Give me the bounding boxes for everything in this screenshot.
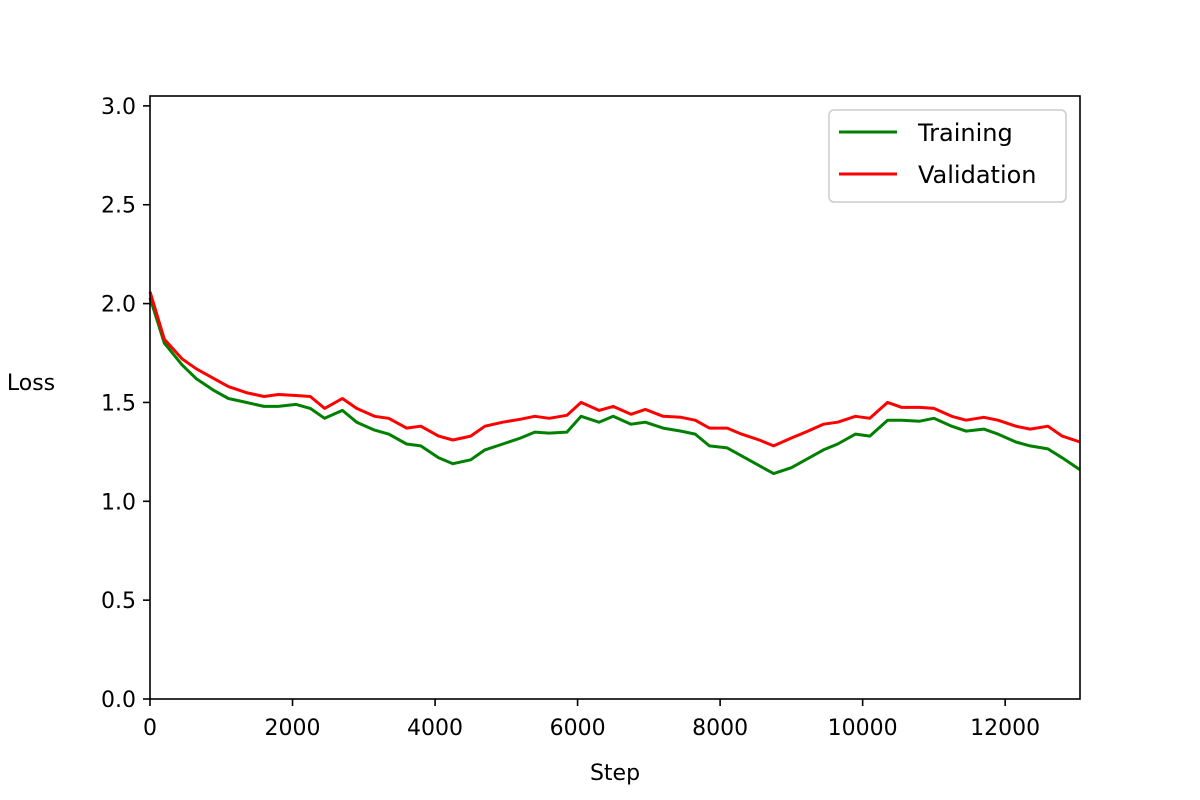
- x-axis-label: Step: [590, 761, 640, 786]
- x-tick-label: 6000: [550, 716, 606, 741]
- y-axis-label: Loss: [7, 371, 55, 396]
- y-tick-label: 2.5: [101, 194, 136, 219]
- series-line-validation: [148, 291, 1081, 448]
- x-tick-label: 10000: [828, 716, 898, 741]
- plot-frame: [149, 95, 1081, 700]
- y-tick-label: 1.5: [101, 391, 136, 416]
- legend: Training Validation: [828, 109, 1067, 203]
- y-tick-label: 0.5: [101, 589, 136, 614]
- y-tick-label: 2.0: [101, 293, 136, 318]
- x-tick-label: 12000: [970, 716, 1040, 741]
- y-tick-label: 1.0: [101, 490, 136, 515]
- x-tick-label: 2000: [265, 716, 321, 741]
- series-line-training: [148, 297, 1081, 476]
- legend-label-training: Training: [917, 119, 1013, 147]
- x-tick-label: 0: [143, 716, 157, 741]
- y-tick-label: 3.0: [101, 95, 136, 120]
- y-axis-ticks: 0.0 0.5 1.0 1.5 2.0 2.5 3.0: [101, 95, 150, 713]
- series-lines: [148, 291, 1081, 476]
- y-tick-label: 0.0: [101, 688, 136, 713]
- legend-label-validation: Validation: [918, 161, 1037, 189]
- x-tick-label: 4000: [407, 716, 463, 741]
- x-tick-label: 8000: [692, 716, 748, 741]
- x-axis-ticks: 0 2000 4000 6000 8000 10000 12000: [143, 699, 1040, 741]
